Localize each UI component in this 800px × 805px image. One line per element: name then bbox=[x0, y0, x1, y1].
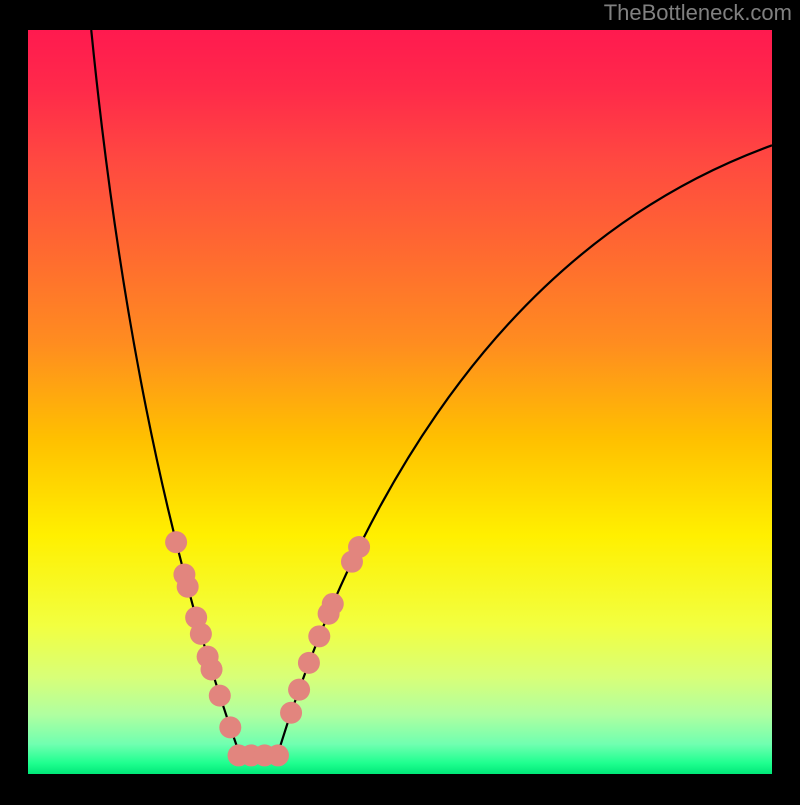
bottleneck-chart: TheBottleneck.com bbox=[0, 0, 800, 800]
data-marker bbox=[280, 702, 302, 724]
data-marker bbox=[267, 744, 289, 766]
data-marker bbox=[219, 716, 241, 738]
data-marker bbox=[288, 679, 310, 701]
data-marker bbox=[190, 623, 212, 645]
gradient-background bbox=[28, 30, 772, 774]
data-marker bbox=[201, 658, 223, 680]
data-marker bbox=[298, 652, 320, 674]
data-marker bbox=[308, 625, 330, 647]
chart-svg bbox=[0, 0, 800, 800]
data-marker bbox=[209, 685, 231, 707]
data-marker bbox=[348, 536, 370, 558]
watermark-label: TheBottleneck.com bbox=[604, 0, 792, 26]
data-marker bbox=[322, 593, 344, 615]
data-marker bbox=[177, 576, 199, 598]
data-marker bbox=[165, 531, 187, 553]
